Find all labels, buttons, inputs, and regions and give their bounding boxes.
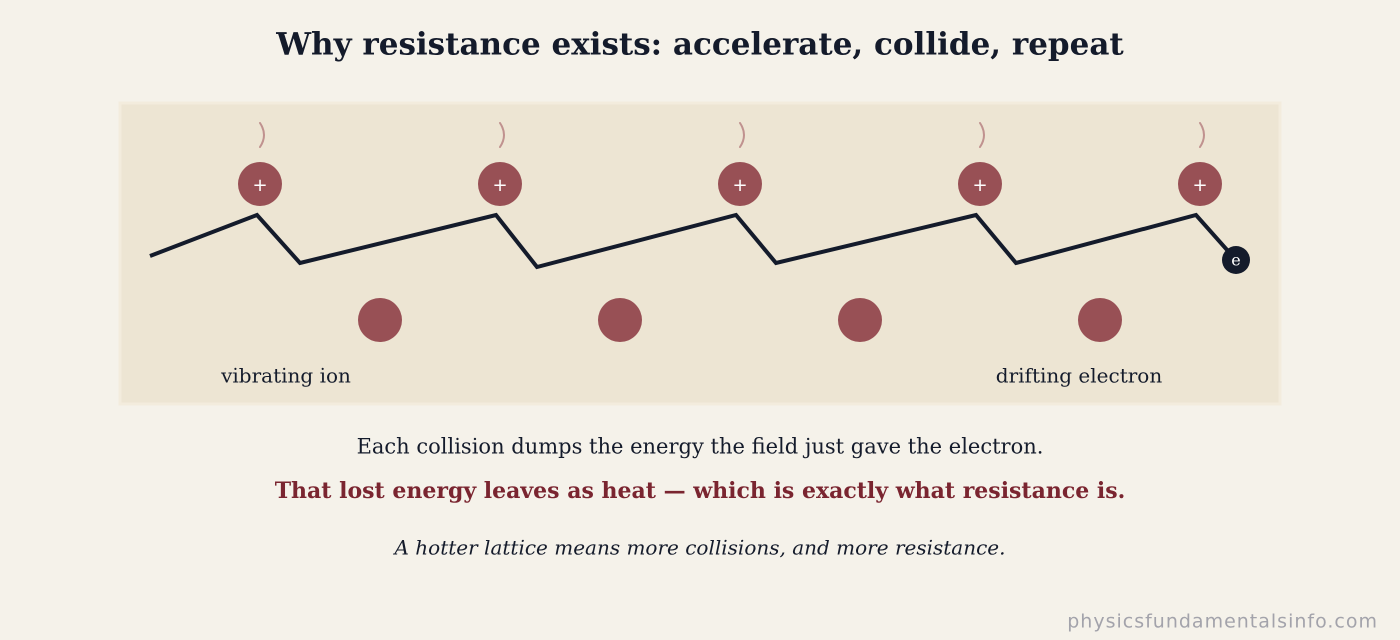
electron-path	[149, 212, 1238, 270]
ion	[478, 162, 522, 206]
emphasis: That lost energy leaves as heat — which …	[275, 478, 1126, 504]
ion-charge: +	[1192, 175, 1207, 196]
note: A hotter lattice means more collisions, …	[393, 536, 1006, 560]
lattice-panel	[118, 101, 1282, 406]
vibration-mark	[499, 122, 505, 148]
vibration-mark	[979, 122, 985, 148]
top-ions: + + + + +	[238, 122, 1222, 206]
caption: Each collision dumps the energy the fiel…	[357, 435, 1044, 459]
ion	[838, 298, 882, 342]
ion-charge: +	[732, 175, 747, 196]
ion-charge: +	[252, 175, 267, 196]
ion	[358, 298, 402, 342]
watermark: physicsfundamentalsinfo.com	[1067, 611, 1378, 633]
electron-label: e	[1231, 251, 1240, 270]
ion	[958, 162, 1002, 206]
electron-caption: drifting electron	[996, 364, 1163, 388]
vibration-mark	[259, 122, 265, 148]
bottom-ions	[358, 298, 1122, 342]
ion	[238, 162, 282, 206]
ion-label: vibrating ion	[220, 364, 351, 388]
ion	[598, 298, 642, 342]
ion-charge: +	[972, 175, 987, 196]
ion	[718, 162, 762, 206]
ion	[1078, 298, 1122, 342]
vibration-mark	[739, 122, 745, 148]
ion	[1178, 162, 1222, 206]
title: Why resistance exists: accelerate, colli…	[275, 27, 1124, 63]
ion-charge: +	[492, 175, 507, 196]
vibration-mark	[1199, 122, 1205, 148]
electron	[1222, 246, 1250, 274]
